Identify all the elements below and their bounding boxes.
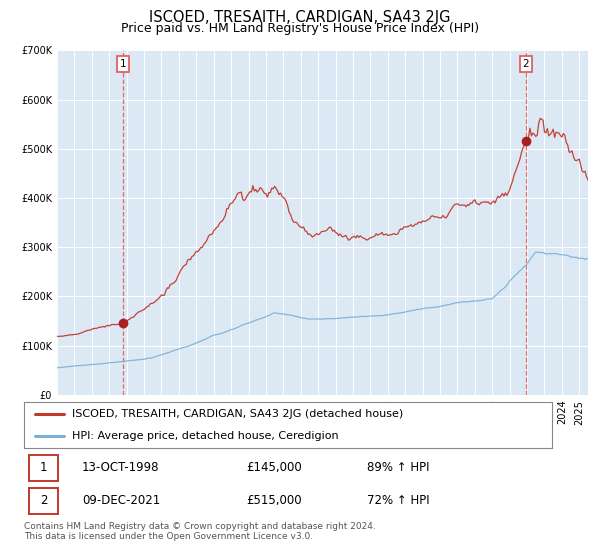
Text: £515,000: £515,000 [246,494,301,507]
Text: 1: 1 [119,59,126,69]
Text: ISCOED, TRESAITH, CARDIGAN, SA43 2JG: ISCOED, TRESAITH, CARDIGAN, SA43 2JG [149,10,451,25]
Text: 72% ↑ HPI: 72% ↑ HPI [367,494,430,507]
Text: HPI: Average price, detached house, Ceredigion: HPI: Average price, detached house, Cere… [71,431,338,441]
Text: 1: 1 [40,461,47,474]
Text: 2: 2 [523,59,529,69]
Text: 13-OCT-1998: 13-OCT-1998 [82,461,160,474]
FancyBboxPatch shape [29,488,58,514]
Text: ISCOED, TRESAITH, CARDIGAN, SA43 2JG (detached house): ISCOED, TRESAITH, CARDIGAN, SA43 2JG (de… [71,409,403,419]
Text: £145,000: £145,000 [246,461,302,474]
Text: Contains HM Land Registry data © Crown copyright and database right 2024.
This d: Contains HM Land Registry data © Crown c… [24,522,376,542]
Text: 2: 2 [40,494,47,507]
Text: Price paid vs. HM Land Registry's House Price Index (HPI): Price paid vs. HM Land Registry's House … [121,22,479,35]
Text: 89% ↑ HPI: 89% ↑ HPI [367,461,430,474]
Text: 09-DEC-2021: 09-DEC-2021 [82,494,160,507]
FancyBboxPatch shape [29,455,58,481]
